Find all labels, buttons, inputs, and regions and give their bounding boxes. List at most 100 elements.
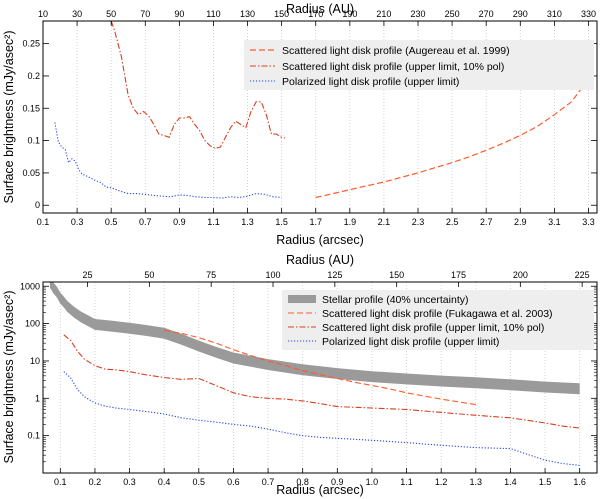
x-tick-label: 2.9: [514, 217, 527, 227]
x-tick-label: 0.9: [173, 217, 186, 227]
y-tick-label: 0: [35, 200, 40, 210]
x-axis-title: Radius (arcsec): [276, 233, 364, 247]
legend-label-scattered-upper: Scattered light disk profile (upper limi…: [322, 322, 544, 334]
x-tick-label: 0.4: [158, 477, 171, 487]
x-tick-label: 0.8: [296, 477, 309, 487]
legend-box: [282, 290, 594, 350]
legend-box: [244, 40, 594, 90]
top-x-tick-label: 175: [451, 270, 466, 280]
top-x-tick-label: 310: [547, 9, 562, 19]
x-tick-label: 0.1: [54, 477, 67, 487]
series-group: [54, 21, 586, 199]
legend-label-scattered-upper: Scattered light disk profile (upper limi…: [282, 61, 504, 73]
y-tick-label: 0.25: [22, 39, 40, 49]
series-group: [49, 282, 580, 466]
axis-ticks: 0.1 0.3 0.5 0.7 0.9 1.1 1.3 1.5 1.7 1.9 2.1 2.3 2.5 2…: [22, 9, 597, 227]
top-x-tick-label: 30: [72, 9, 82, 19]
top-x-tick-label: 100: [265, 270, 280, 280]
top-x-tick-label: 150: [389, 270, 404, 280]
y-tick-label: 0.15: [22, 103, 40, 113]
x-tick-label: 3.1: [548, 217, 561, 227]
top-x-tick-label: 170: [308, 9, 323, 19]
top-x-tick-label: 270: [479, 9, 494, 19]
y-tick-label: 1000: [20, 281, 40, 291]
x-tick-label: 0.3: [123, 477, 136, 487]
x-tick-label: 1.4: [504, 477, 517, 487]
x-tick-label: 1.6: [573, 477, 586, 487]
y-tick-label: 0.1: [27, 431, 40, 441]
top-x-tick-label: 70: [140, 9, 150, 19]
y-tick-label: 10: [30, 356, 40, 366]
x-tick-label: 1.5: [275, 217, 288, 227]
legend-label-polarized: Polarized light disk profile (upper limi…: [322, 336, 499, 348]
x-tick-label: 0.5: [193, 477, 206, 487]
y-axis-title: Surface brightness (mJy/asec²): [2, 291, 16, 464]
series-line-2: [63, 334, 580, 429]
top-axis-title: Radius (AU): [286, 253, 354, 267]
series-line-0: [315, 83, 586, 199]
top-x-tick-label: 330: [581, 9, 596, 19]
grid-lines: [59, 282, 581, 473]
x-tick-label: 1.2: [435, 477, 448, 487]
top-x-tick-label: 50: [106, 9, 116, 19]
top-x-tick-label: 10: [38, 9, 48, 19]
top-axis-title: Radius (AU): [286, 2, 354, 16]
x-tick-label: 1.7: [309, 217, 322, 227]
top-x-tick-label: 230: [410, 9, 425, 19]
series-line-1: [110, 21, 286, 149]
x-tick-label: 2.1: [378, 217, 391, 227]
x-tick-label: 1.1: [400, 477, 413, 487]
x-axis-title: Radius (arcsec): [276, 483, 364, 497]
x-tick-label: 0.9: [331, 477, 344, 487]
x-tick-label: 1.5: [539, 477, 552, 487]
top-x-tick-label: 250: [445, 9, 460, 19]
legend: Scattered light disk profile (Augereau e…: [244, 40, 594, 90]
axis-ticks: 0.1 0.2 0.3 0.4 0.5 0.6 0.7 0.8 0.9 1.0 1.1 1.2 1.3 1…: [20, 270, 597, 487]
legend-label-augereau: Scattered light disk profile (Augereau e…: [282, 45, 510, 57]
plot-frame: [42, 20, 598, 214]
series-line-2: [54, 122, 282, 199]
top-x-tick-label: 190: [342, 9, 357, 19]
chart-panel-bottom: 0.1 0.2 0.3 0.4 0.5 0.6 0.7 0.8 0.9 1.0 1.1 1.2 1.3 1…: [2, 253, 598, 497]
x-tick-label: 2.7: [480, 217, 493, 227]
y-tick-label: 100: [25, 319, 40, 329]
x-tick-label: 0.6: [227, 477, 240, 487]
top-x-tick-label: 150: [274, 9, 289, 19]
top-x-tick-label: 110: [206, 9, 220, 19]
x-tick-label: 1.1: [207, 217, 220, 227]
legend-label-fukagawa: Scattered light disk profile (Fukagawa e…: [322, 308, 553, 320]
x-tick-label: 0.7: [139, 217, 152, 227]
x-tick-label: 0.1: [37, 217, 50, 227]
x-tick-label: 2.3: [412, 217, 425, 227]
top-x-tick-label: 90: [174, 9, 184, 19]
top-x-tick-label: 225: [575, 270, 590, 280]
y-axis-title: Surface brightness (mJy/asec²): [2, 31, 16, 204]
x-tick-label: 1.0: [366, 477, 379, 487]
top-x-tick-label: 50: [144, 270, 154, 280]
y-tick-label: 0.2: [27, 71, 40, 81]
y-tick-label: 0.05: [22, 168, 40, 178]
plot-frame: [42, 281, 598, 474]
stellar-band: [49, 282, 580, 395]
legend-label-stellar: Stellar profile (40% uncertainty): [322, 294, 468, 306]
x-tick-label: 1.3: [241, 217, 254, 227]
y-tick-label: 0.1: [27, 136, 40, 146]
x-tick-label: 0.7: [262, 477, 275, 487]
top-x-tick-label: 125: [327, 270, 342, 280]
grid-lines: [42, 21, 589, 213]
top-x-tick-label: 200: [513, 270, 528, 280]
top-x-tick-label: 210: [376, 9, 391, 19]
x-tick-label: 1.9: [344, 217, 357, 227]
x-tick-label: 0.5: [105, 217, 118, 227]
top-x-tick-label: 25: [83, 270, 93, 280]
top-x-tick-label: 290: [513, 9, 528, 19]
top-x-tick-label: 75: [206, 270, 216, 280]
x-tick-label: 1.3: [470, 477, 483, 487]
top-x-tick-label: 130: [240, 9, 255, 19]
x-tick-label: 2.5: [446, 217, 459, 227]
legend: Stellar profile (40% uncertainty) Scatte…: [282, 290, 594, 350]
x-tick-label: 0.2: [89, 477, 102, 487]
x-tick-label: 3.3: [582, 217, 595, 227]
y-tick-label: 1: [35, 393, 40, 403]
